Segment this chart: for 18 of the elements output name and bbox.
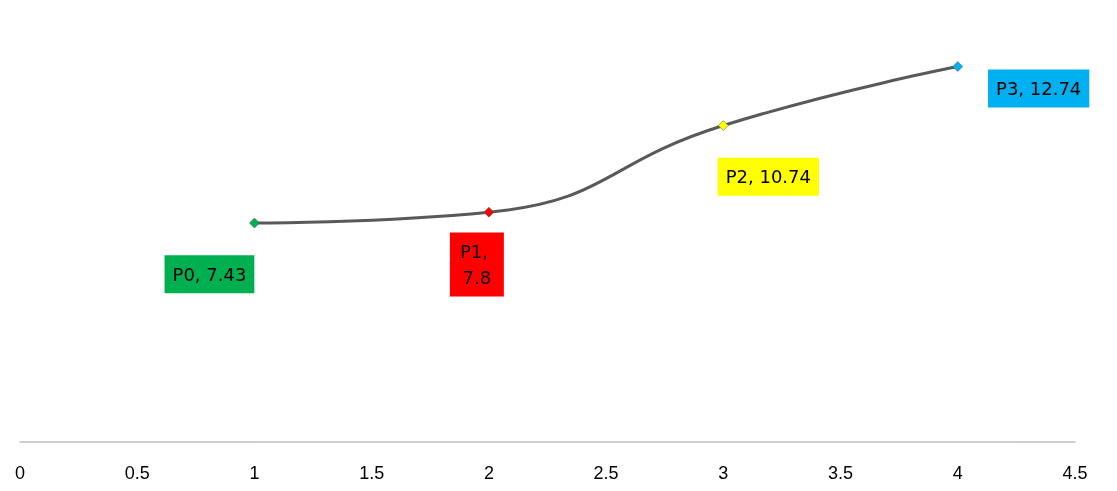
x-tick-label: 2 xyxy=(483,463,494,483)
point xyxy=(718,120,729,131)
x-tick-label: 2.5 xyxy=(593,463,619,483)
x-tick-label: 1.5 xyxy=(359,463,385,483)
x-tick-label: 0.5 xyxy=(124,463,150,483)
x-tick-label: 4.5 xyxy=(1062,463,1088,483)
data-label: P0, 7.43 xyxy=(172,263,247,285)
point xyxy=(249,217,260,229)
x-tick-label: 0 xyxy=(14,463,26,483)
x-tick-label: 4 xyxy=(952,463,963,483)
x-tick-label: 3.5 xyxy=(828,463,854,483)
x-tick-label: 1 xyxy=(249,463,260,483)
point xyxy=(952,61,964,72)
x-tick-label: 3 xyxy=(718,463,729,483)
data-label: P1, 7.8 xyxy=(460,240,494,288)
data-label: P3, 12.74 xyxy=(996,78,1082,100)
point xyxy=(483,206,495,218)
data-label: P2, 10.74 xyxy=(725,166,811,188)
